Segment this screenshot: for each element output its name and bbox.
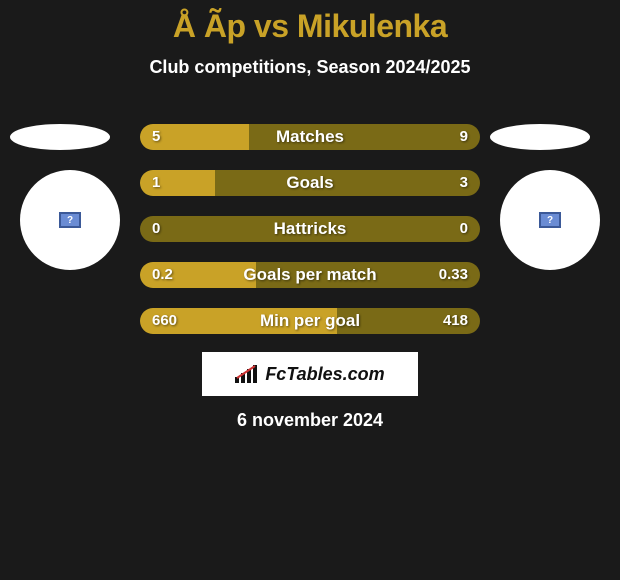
stat-label: Goals per match [140, 262, 480, 288]
stat-label: Hattricks [140, 216, 480, 242]
subtitle: Club competitions, Season 2024/2025 [0, 57, 620, 78]
bar-chart-icon [235, 365, 259, 383]
stat-right-value: 418 [443, 308, 468, 334]
stat-label: Min per goal [140, 308, 480, 334]
stat-label: Goals [140, 170, 480, 196]
left-player-ellipse [10, 124, 110, 150]
stat-right-value: 0.33 [439, 262, 468, 288]
date-label: 6 november 2024 [0, 410, 620, 431]
logo-text: FcTables.com [265, 364, 384, 385]
stat-bar-row: 1Goals3 [140, 170, 480, 196]
right-player-placeholder-icon [539, 212, 561, 228]
page-title: Å Ãp vs Mikulenka [0, 0, 620, 45]
stat-right-value: 0 [460, 216, 468, 242]
stat-right-value: 9 [460, 124, 468, 150]
fctables-logo: FcTables.com [202, 352, 418, 396]
right-player-ellipse [490, 124, 590, 150]
left-player-placeholder-icon [59, 212, 81, 228]
stat-bar-row: 660Min per goal418 [140, 308, 480, 334]
stat-bar-row: 0Hattricks0 [140, 216, 480, 242]
stat-bar-row: 5Matches9 [140, 124, 480, 150]
stat-label: Matches [140, 124, 480, 150]
left-player-badge [20, 170, 120, 270]
stat-bars: 5Matches9 1Goals3 0Hattricks0 0.2Goals per … [140, 124, 480, 354]
right-player-badge [500, 170, 600, 270]
stat-right-value: 3 [460, 170, 468, 196]
stat-bar-row: 0.2Goals per match0.33 [140, 262, 480, 288]
